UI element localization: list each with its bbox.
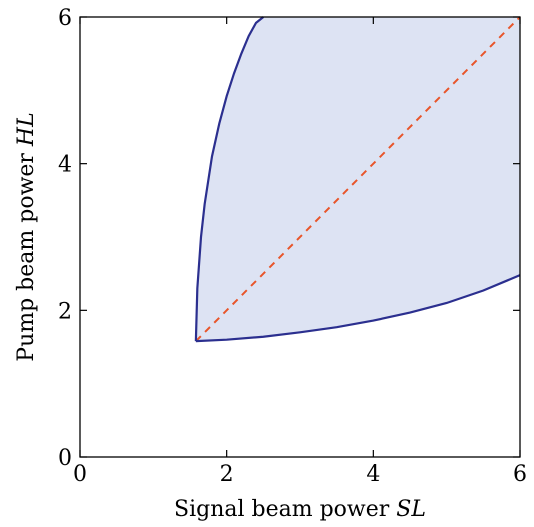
diagonal-dashed-line — [195, 16, 521, 342]
ticks: 0 2 4 6 0 2 4 6 — [58, 6, 527, 487]
x-tick-label: 4 — [366, 462, 380, 487]
x-axis-label: Signal beam power SL — [174, 497, 426, 522]
y-axis-label: Pump beam power HL — [14, 112, 39, 361]
upper-boundary-line — [194, 16, 265, 342]
y-tick-label: 6 — [58, 6, 72, 31]
y-tick-label: 2 — [58, 299, 72, 324]
x-tick-label: 0 — [73, 462, 87, 487]
plot-area — [79, 16, 521, 458]
x-tick-label: 6 — [513, 462, 527, 487]
y-tick-label: 0 — [58, 446, 72, 471]
y-tick-label: 4 — [58, 153, 72, 178]
x-tick-label: 2 — [220, 462, 234, 487]
plot-frame — [79, 16, 521, 458]
lower-boundary-line — [195, 274, 521, 343]
